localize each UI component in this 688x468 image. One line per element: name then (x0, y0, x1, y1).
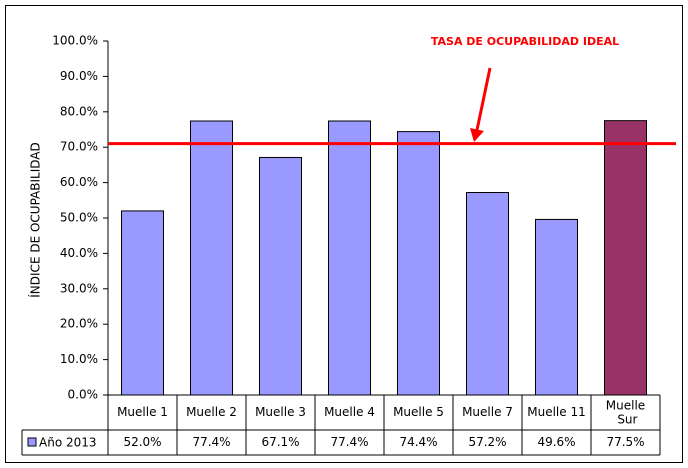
data-label: 77.4% (192, 435, 230, 449)
x-tick-label: Muelle 5 (393, 405, 444, 419)
bar (259, 156, 302, 396)
annotation: TASA DE OCUPABILIDAD IDEAL (431, 35, 619, 48)
y-tick-label: 20.0% (60, 317, 98, 331)
bar (535, 218, 578, 396)
annotation-arrow (475, 67, 492, 131)
x-tick-label: Muelle 4 (324, 405, 375, 419)
data-label: 74.4% (399, 435, 437, 449)
y-tick-label: 80.0% (60, 104, 98, 118)
data-label: 49.6% (537, 435, 575, 449)
x-tick-label: Muelle 1 (117, 405, 168, 419)
bar (190, 120, 233, 396)
y-tick-label: 50.0% (60, 211, 98, 225)
x-tick-label: Muelle 2 (186, 405, 237, 419)
data-label: 52.0% (123, 435, 161, 449)
bar (328, 120, 371, 396)
y-tick-label: 90.0% (60, 69, 98, 83)
legend-swatch (27, 437, 37, 447)
x-tick-label: Muelle 3 (255, 405, 306, 419)
y-axis-label: ÍNDICE DE OCUPABILIDAD (28, 142, 43, 297)
data-label: 77.5% (606, 435, 644, 449)
bar (604, 120, 647, 396)
bar (397, 131, 440, 396)
y-tick-label: 0.0% (68, 388, 99, 402)
data-label: 67.1% (261, 435, 299, 449)
x-tick-label: Muelle 7 (462, 405, 513, 419)
bar (121, 210, 164, 396)
y-tick-label: 70.0% (60, 140, 98, 154)
y-tick-label: 100.0% (52, 34, 98, 48)
data-label: 77.4% (330, 435, 368, 449)
bar (466, 192, 509, 396)
data-label: 57.2% (468, 435, 506, 449)
legend-label: Año 2013 (39, 436, 97, 450)
y-tick-label: 30.0% (60, 281, 98, 295)
y-tick-label: 10.0% (60, 352, 98, 366)
y-tick-label: 60.0% (60, 175, 98, 189)
annotation-arrowhead (470, 128, 484, 142)
y-tick-label: 40.0% (60, 246, 98, 260)
x-tick-label: Muelle 11 (527, 405, 585, 419)
x-tick-label: Muelle Sur (606, 398, 645, 426)
